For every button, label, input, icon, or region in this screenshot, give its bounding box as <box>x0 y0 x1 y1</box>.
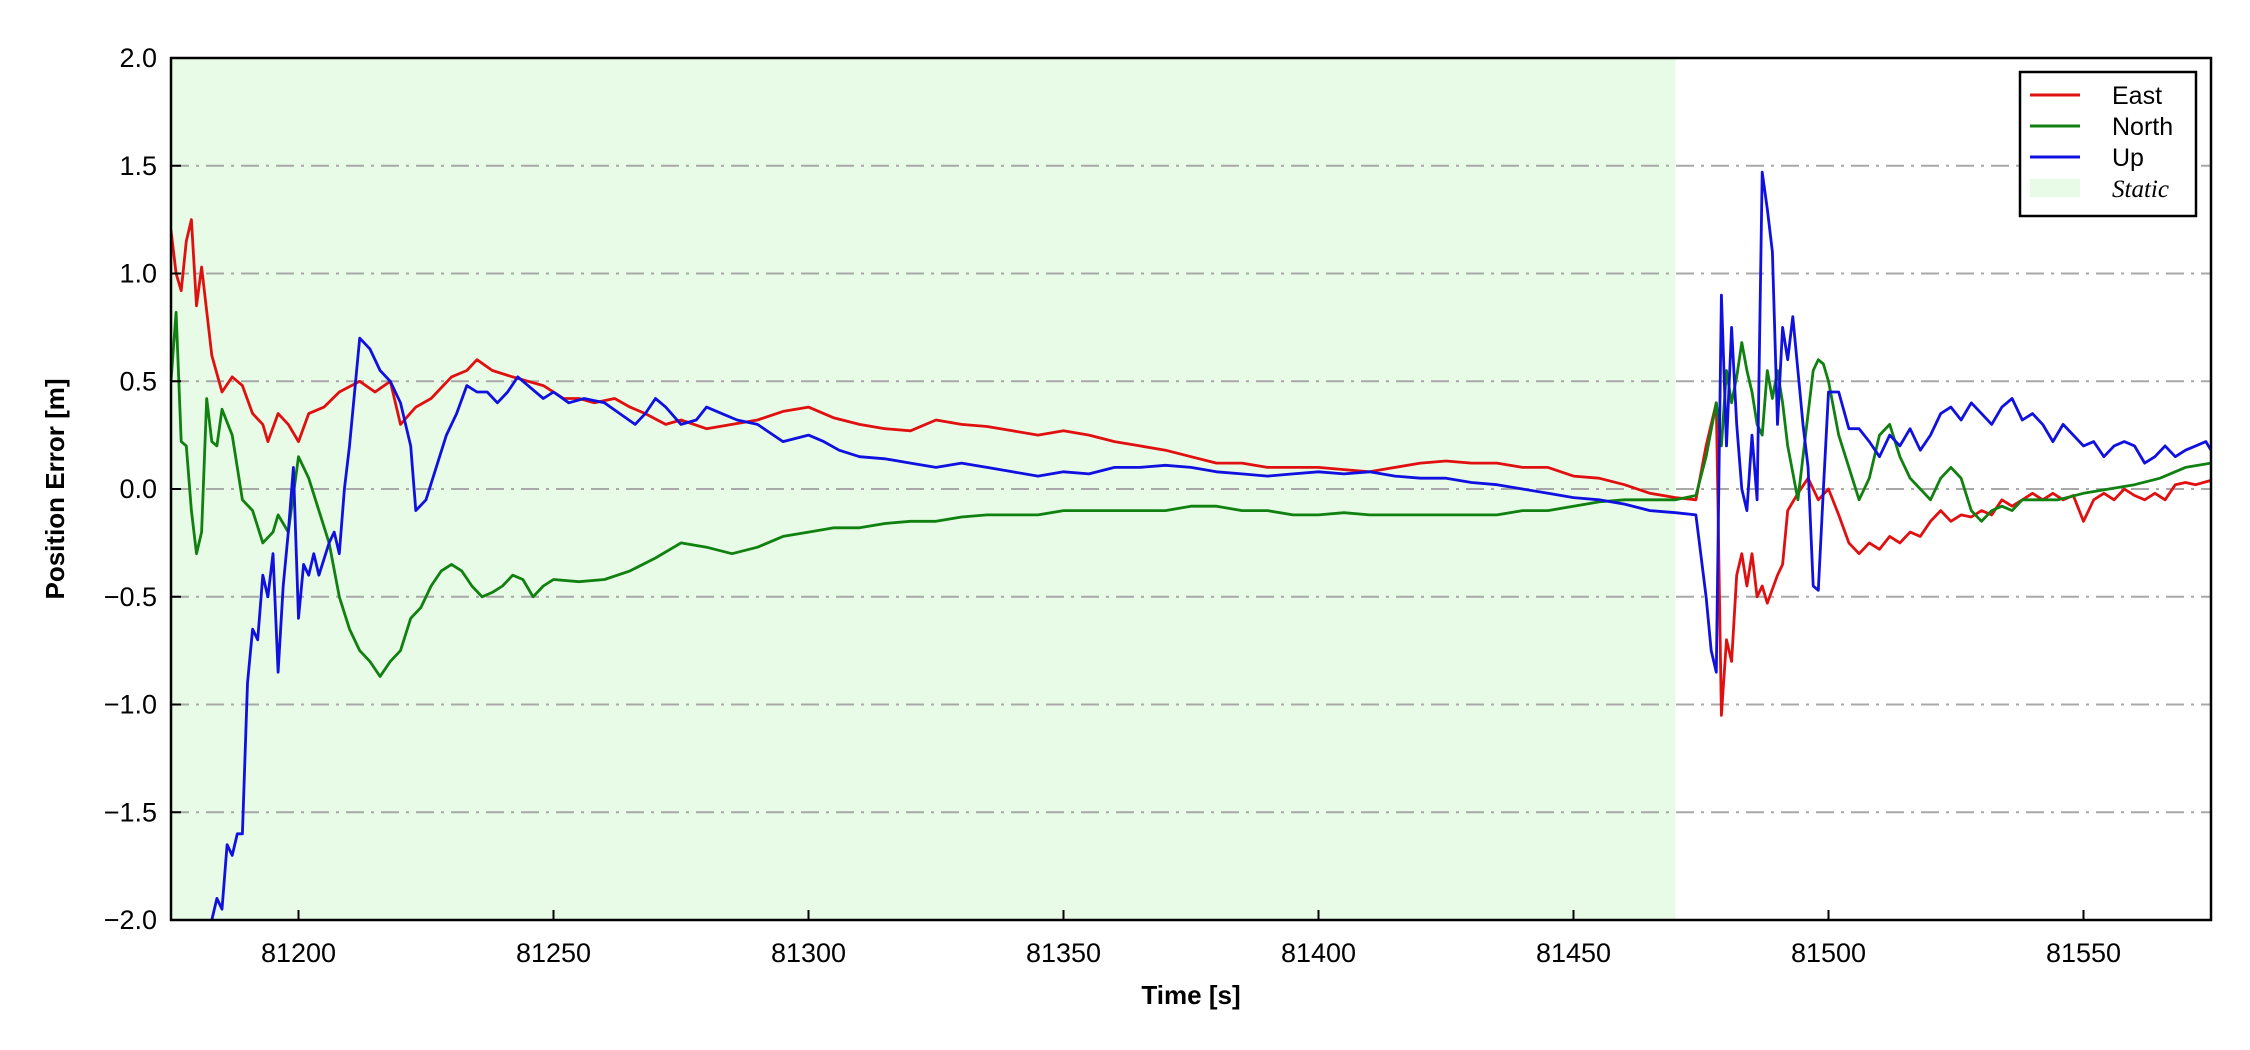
x-tick-label: 81250 <box>516 938 591 968</box>
legend-label: Up <box>2112 144 2144 172</box>
legend-item-north: North <box>2030 113 2173 141</box>
series-line-north <box>171 310 2211 678</box>
series-line-up <box>210 170 2211 920</box>
y-tick-label: −1.5 <box>104 797 157 827</box>
legend: East North Up Static <box>2018 70 2198 218</box>
x-tick-label: 81300 <box>771 938 846 968</box>
y-tick-label: −1.0 <box>104 690 157 720</box>
y-tick-label: 1.0 <box>119 259 157 289</box>
x-tick-label: 81550 <box>2046 938 2121 968</box>
x-tick-label: 81400 <box>1281 938 1356 968</box>
y-tick-label: 2.0 <box>119 43 157 73</box>
y-tick-label: 0.0 <box>119 474 157 504</box>
y-tick-label: −2.0 <box>104 905 157 935</box>
legend-swatch <box>2030 179 2080 197</box>
x-axis-title: Time [s] <box>1141 980 1240 1010</box>
x-tick-label: 81500 <box>1791 938 1866 968</box>
y-axis-title: Position Error [m] <box>40 378 70 599</box>
legend-item-static: Static <box>2030 176 2169 203</box>
legend-label: East <box>2112 82 2162 110</box>
x-tick-label: 81350 <box>1026 938 1101 968</box>
legend-item-east: East <box>2030 82 2162 110</box>
y-tick-label: 1.5 <box>119 151 157 181</box>
series-line-east <box>171 218 2211 717</box>
y-tick-label: 0.5 <box>119 366 157 396</box>
legend-label: North <box>2112 113 2173 141</box>
gridlines <box>171 164 2211 814</box>
axis-ticks <box>171 57 2085 921</box>
x-tick-label: 81200 <box>261 938 336 968</box>
legend-item-up: Up <box>2030 144 2144 172</box>
y-tick-label: −0.5 <box>104 582 157 612</box>
y-tick-labels: −2.0 −1.5 −1.0 −0.5 0.0 0.5 1.0 1.5 2.0 <box>104 43 157 935</box>
legend-label: Static <box>2112 176 2169 203</box>
series-layer <box>171 170 2211 920</box>
x-tick-labels: 81200 81250 81300 81350 81400 81450 81500 81550 <box>261 938 2121 968</box>
x-tick-label: 81450 <box>1536 938 1611 968</box>
